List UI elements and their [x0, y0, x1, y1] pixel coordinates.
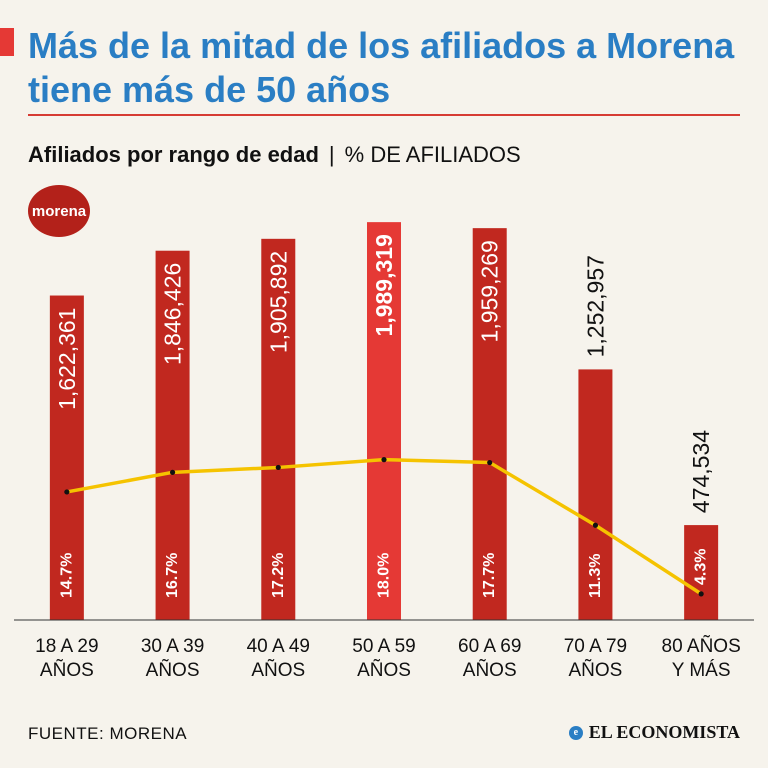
percent-point — [381, 457, 387, 463]
bar — [367, 222, 401, 620]
bar — [155, 250, 190, 621]
bar-value-label: 1,252,957 — [582, 255, 608, 357]
category-label: AÑOS — [357, 659, 411, 681]
percent-point — [64, 489, 70, 495]
brand-name: EL ECONOMISTA — [588, 722, 740, 742]
category-label: 70 A 79 — [564, 636, 627, 657]
source-note: FUENTE: MORENA — [28, 724, 188, 743]
percent-point — [698, 591, 704, 597]
bar — [578, 369, 613, 620]
bar-value-label: 1,989,319 — [371, 234, 397, 336]
percent-point — [169, 469, 176, 475]
chart-title: Más de la mitad de los afiliados a Moren… — [28, 25, 735, 110]
category-label: 50 A 59 — [352, 636, 415, 657]
percent-label: 17.2% — [270, 553, 287, 598]
bar-value-label: 474,534 — [688, 430, 714, 513]
brand-mark-icon: e — [568, 725, 583, 740]
bar — [49, 295, 84, 620]
percent-label: 17.7% — [481, 553, 498, 598]
morena-logo: morena — [28, 185, 90, 237]
category-label: AÑOS — [568, 659, 622, 681]
percent-point — [487, 459, 493, 466]
bar-value-label: 1,959,269 — [477, 240, 503, 342]
category-label: AÑOS — [251, 659, 305, 681]
category-label: Y MÁS — [672, 660, 731, 681]
category-label: AÑOS — [146, 659, 200, 681]
category-label: 40 A 49 — [247, 636, 310, 657]
category-label: 80 AÑOS — [662, 635, 741, 657]
bar-value-label: 1,846,426 — [160, 263, 186, 365]
percent-label: 18.0% — [376, 553, 393, 598]
percent-label: 16.7% — [164, 553, 181, 598]
bar-value-label: 1,622,361 — [54, 308, 80, 410]
category-label: AÑOS — [463, 659, 517, 681]
title-rule — [28, 114, 740, 116]
bar — [684, 525, 719, 620]
subtitle-unit: % DE AFILIADOS — [344, 142, 521, 167]
category-label: AÑOS — [40, 659, 94, 681]
category-label: 60 A 69 — [458, 636, 521, 657]
brand: e EL ECONOMISTA — [568, 722, 740, 743]
subtitle-main: Afiliados por rango de edad — [28, 142, 319, 167]
bar-value-label: 1,905,892 — [265, 251, 291, 353]
category-label: 30 A 39 — [141, 636, 204, 657]
percent-label: 4.3% — [693, 549, 710, 585]
bar — [261, 238, 296, 620]
title-accent-bar — [0, 28, 14, 56]
subtitle-separator: | — [328, 142, 335, 167]
percent-point — [275, 464, 281, 471]
percent-point — [592, 522, 599, 528]
category-label: 18 A 29 — [35, 636, 98, 657]
bar — [472, 228, 507, 621]
subtitle: Afiliados por rango de edad | % DE AFILIAD… — [28, 142, 521, 168]
percent-label: 14.7% — [58, 553, 75, 598]
percent-label: 11.3% — [587, 554, 604, 598]
